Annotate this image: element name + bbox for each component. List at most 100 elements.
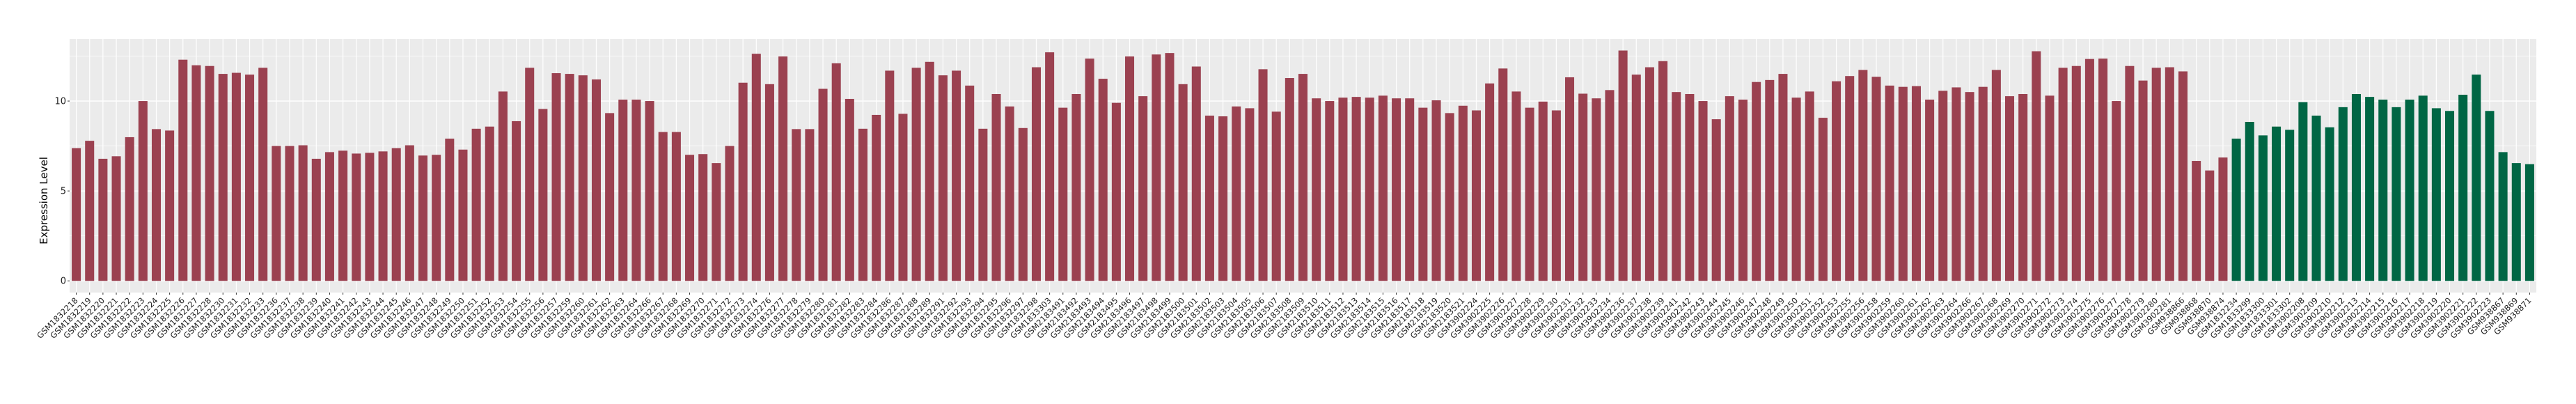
bar [1672,92,1681,281]
bar [245,75,255,281]
bar [1752,81,1761,281]
bar [165,130,175,281]
bar [1418,107,1428,281]
bar [1378,95,1388,281]
bar [1271,111,1281,281]
y-axis: 0 5 10 [54,97,70,287]
bar [458,149,468,281]
bar [1312,98,1321,281]
bar [1911,86,1921,281]
bar [738,82,748,281]
bar [272,146,281,281]
bar [391,148,401,281]
bar [525,68,535,281]
bar [2032,51,2041,281]
bar [1005,106,1014,281]
bar [324,152,334,281]
bar [1965,92,1974,281]
bar [538,109,548,281]
bar [1938,91,1948,281]
bar [551,73,561,281]
bar [1392,98,1401,281]
bar [2138,80,2148,281]
bar [658,132,668,281]
bar [1325,101,1335,281]
bar [565,74,574,281]
bar [2325,127,2334,281]
bar [311,158,321,281]
bar [698,154,708,281]
bar [1138,96,1148,281]
bar [365,153,375,281]
bar [1725,96,1734,281]
bar [151,129,161,281]
bar [1218,116,1228,281]
bar [258,68,268,281]
bar [952,70,961,281]
bar [125,137,134,281]
bar [85,141,95,281]
y-tick-label: 0 [61,277,66,287]
bar [178,59,188,281]
bar [138,101,148,281]
bar [1178,84,1188,281]
bar [2112,101,2121,281]
bar [1351,97,1361,281]
bar [2218,157,2228,281]
bar [2084,59,2094,281]
bar [2392,107,2401,281]
bar [1258,69,1268,281]
bar [231,72,241,281]
bar [645,101,654,281]
y-axis-title: Expression Level [38,157,50,244]
bar [1765,79,1775,281]
bar [591,79,601,281]
bar [751,54,761,281]
bar [1485,83,1495,281]
bar [991,93,1001,281]
bar [631,99,641,281]
bar [1605,90,1615,281]
bar [2258,135,2268,281]
bar [445,139,455,281]
bar [1498,68,1508,281]
bar [1165,53,1175,281]
bar [2245,122,2254,281]
bar [2018,93,2028,281]
bar [885,70,895,281]
bar [925,61,934,281]
bar [1658,61,1668,281]
bar [911,68,921,281]
bar [1791,98,1801,281]
bar [471,128,481,281]
bar [1458,105,1468,281]
bar [512,121,521,281]
bar [2165,67,2174,281]
bar [778,56,788,281]
bar [1204,115,1214,281]
bar [872,114,881,281]
bar [1098,79,1108,281]
bar [1631,75,1641,281]
bar [2485,111,2495,281]
bar [72,148,81,281]
bar [1471,110,1481,281]
bar [2272,126,2282,281]
bar [1778,74,1788,281]
bar [898,114,908,281]
bar [1525,107,1534,281]
bar [2205,170,2215,281]
bar [1111,102,1121,281]
bar [1071,93,1081,281]
bar [1232,106,1241,281]
bar [2472,75,2481,281]
bar [1978,86,1988,281]
bar [498,91,508,281]
x-axis: GSM1832218GSM1832219GSM1832220GSM1832221… [35,293,2534,341]
bar [352,153,361,281]
bar [831,63,841,281]
bar [1245,108,1255,281]
bar [1871,77,1881,281]
bar [1832,81,1841,281]
